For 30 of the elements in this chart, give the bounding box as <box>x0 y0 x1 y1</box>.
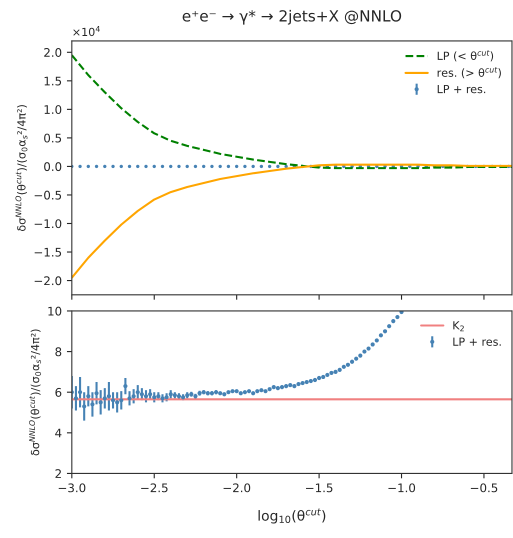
x-tick-label: −3.0 <box>58 483 86 492</box>
y-tick-label: −1.0 <box>34 219 62 228</box>
y-tick-label: 1.5 <box>44 76 62 86</box>
legend-label: LP + res. <box>453 338 501 346</box>
legend-label: K$_{2}$ <box>453 321 464 332</box>
y-tick-label: 2.0 <box>44 48 62 57</box>
y-tick-label: 4 <box>55 428 62 438</box>
y-tick-label: 6 <box>55 388 62 397</box>
text: δσ$^{NNLO}$(θ$^{cut}$)/(σ$_{0}$α$_{s}$²/4π²) <box>29 329 42 456</box>
y-tick-label: 0.5 <box>44 134 62 143</box>
y-tick-label: 10 <box>48 306 62 316</box>
legend-label: LP (< θ$^{cut}$) <box>438 50 494 62</box>
y-tick-label: −0.5 <box>34 190 62 200</box>
legend-label: LP + res. <box>438 85 486 94</box>
x-tick-label: −0.5 <box>470 483 498 492</box>
x-tick-label: −1.5 <box>306 484 332 492</box>
x-tick-label: −2.0 <box>224 483 250 492</box>
x-axis-title: log$_{10}$(θ$^{cut}$) <box>258 508 326 524</box>
x-tick-label: −1.0 <box>388 483 416 492</box>
y-tick-label: 0.0 <box>44 162 62 172</box>
legend-label: res. (> θ$^{cut}$) <box>438 67 501 78</box>
text: δσ$^{NNLO}$(θ$^{cut}$)/(σ$_{0}$α$_{s}$²/4π²) <box>15 105 28 232</box>
y-tick-label: 8 <box>55 347 62 356</box>
y-tick-label: 2 <box>55 469 61 478</box>
y-tick-label: 1.0 <box>44 105 62 114</box>
y-tick-label: −2.0 <box>34 276 62 286</box>
text: ×10$^{4}$ <box>73 26 100 36</box>
chart-title: e⁺e⁻ → γ* → 2jets+X @NNLO <box>182 10 402 25</box>
x-tick-label: −2.5 <box>141 483 168 492</box>
y-tick-label: −1.5 <box>34 248 62 257</box>
